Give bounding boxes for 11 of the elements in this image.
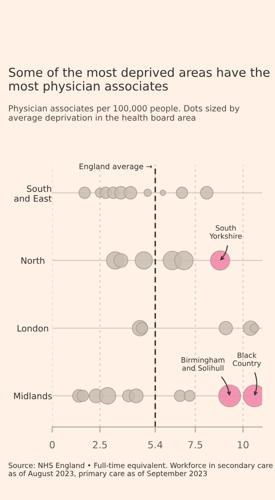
x-tick-label: 7.5 xyxy=(188,441,202,448)
y-tick-label: South and East xyxy=(14,185,52,202)
x-tick-label: 2.5 xyxy=(92,441,107,448)
chart-subtitle: Physician associates per 100,000 people. Dots sized by average deprivation in the health board area xyxy=(8,105,240,122)
chart-title: Some of the most deprived areas have the most physician associates xyxy=(9,68,270,94)
y-tick-label: London xyxy=(18,324,48,332)
y-tick-label: North xyxy=(21,257,44,264)
x-tick-label: 10 xyxy=(238,441,249,448)
y-tick-label: Midlands xyxy=(14,392,52,400)
x-tick-label: 5.4 xyxy=(148,441,162,448)
x-tick-label: 0 xyxy=(50,441,55,448)
